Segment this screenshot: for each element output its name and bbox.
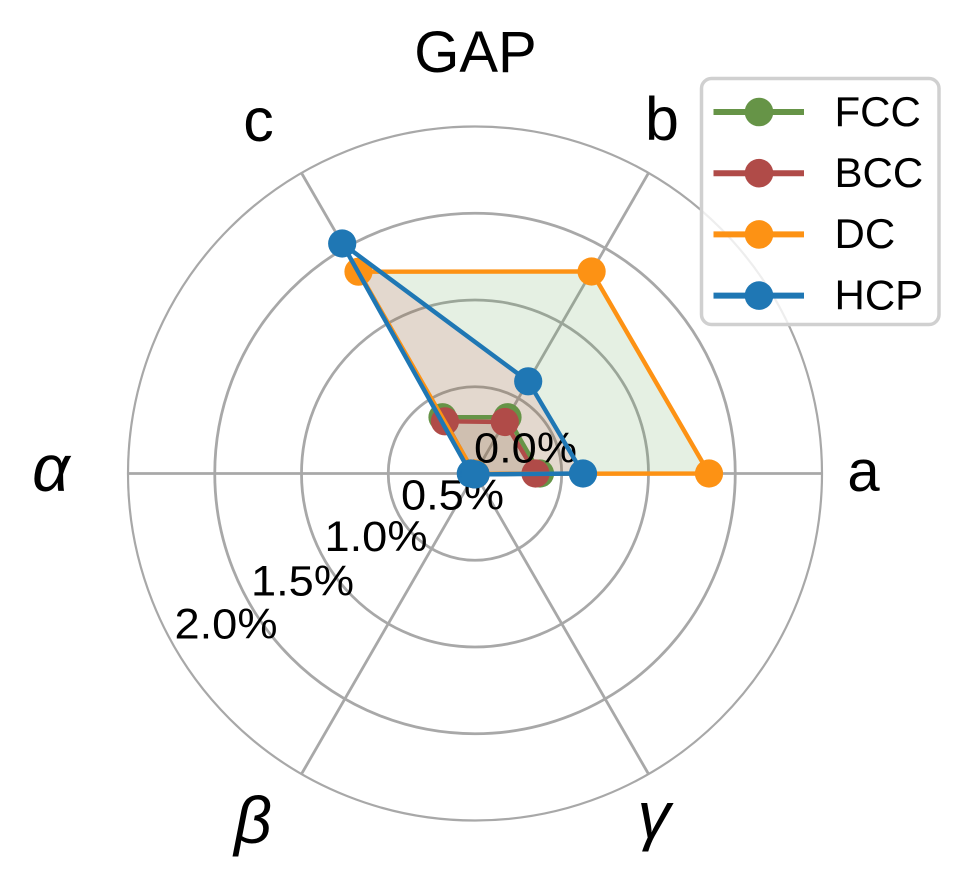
svg-text:GAP: GAP <box>414 20 537 85</box>
svg-text:DC: DC <box>835 210 896 257</box>
svg-text:γ: γ <box>638 778 675 852</box>
svg-text:1.0%: 1.0% <box>325 514 428 561</box>
svg-text:1.5%: 1.5% <box>251 559 354 606</box>
svg-text:b: b <box>645 85 679 153</box>
svg-text:α: α <box>32 431 72 505</box>
svg-text:β: β <box>232 783 272 857</box>
svg-text:0.0%: 0.0% <box>474 426 577 473</box>
svg-text:FCC: FCC <box>835 88 921 135</box>
svg-text:a: a <box>847 439 880 504</box>
svg-text:2.0%: 2.0% <box>175 602 278 649</box>
svg-text:c: c <box>243 86 274 154</box>
svg-text:BCC: BCC <box>835 149 924 196</box>
svg-text:HCP: HCP <box>835 271 924 318</box>
